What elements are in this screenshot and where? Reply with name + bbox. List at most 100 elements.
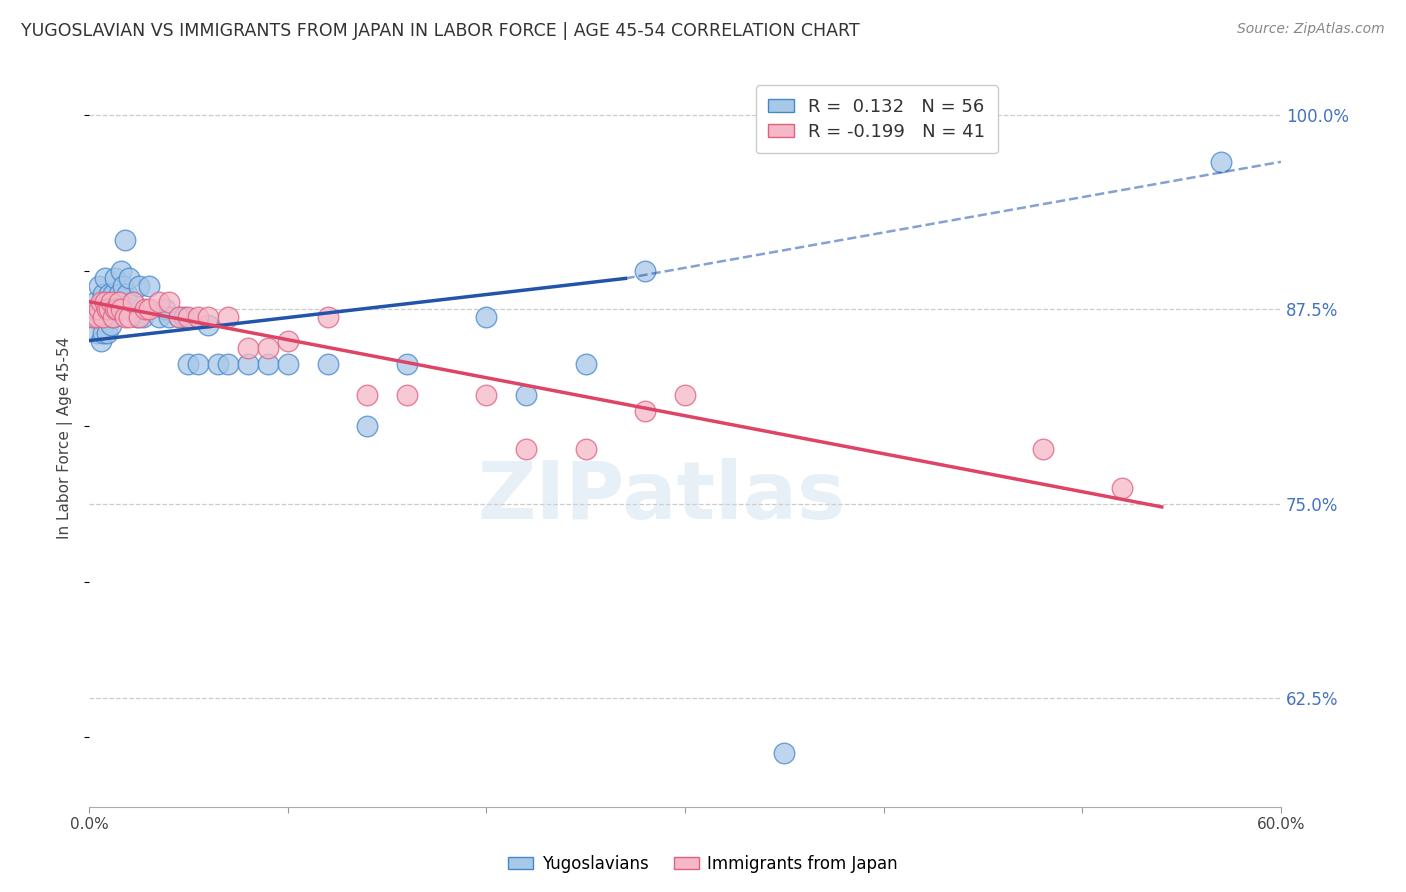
- Point: [105, 302, 128, 317]
- Point: [96, 326, 118, 340]
- Point: [82, 310, 104, 325]
- Point: [187, 357, 209, 371]
- Point: [673, 388, 696, 402]
- Point: [634, 403, 657, 417]
- Point: [110, 302, 132, 317]
- Point: [475, 388, 498, 402]
- Point: [94, 271, 117, 285]
- Point: [187, 310, 209, 325]
- Point: [86, 326, 108, 340]
- Point: [98, 302, 121, 317]
- Point: [104, 302, 127, 317]
- Point: [236, 342, 259, 356]
- Point: [1211, 154, 1233, 169]
- Point: [356, 419, 378, 434]
- Point: [114, 310, 136, 325]
- Point: [575, 442, 598, 457]
- Point: [128, 310, 150, 325]
- Point: [87, 302, 110, 317]
- Point: [91, 326, 114, 340]
- Point: [207, 357, 229, 371]
- Text: YUGOSLAVIAN VS IMMIGRANTS FROM JAPAN IN LABOR FORCE | AGE 45-54 CORRELATION CHAR: YUGOSLAVIAN VS IMMIGRANTS FROM JAPAN IN …: [21, 22, 859, 40]
- Legend: Yugoslavians, Immigrants from Japan: Yugoslavians, Immigrants from Japan: [502, 848, 904, 880]
- Point: [125, 310, 148, 325]
- Point: [100, 294, 122, 309]
- Point: [101, 310, 124, 325]
- Point: [395, 388, 418, 402]
- Point: [101, 310, 124, 325]
- Point: [773, 746, 796, 760]
- Point: [1032, 442, 1054, 457]
- Point: [575, 357, 598, 371]
- Point: [148, 310, 170, 325]
- Point: [96, 302, 118, 317]
- Point: [148, 294, 170, 309]
- Point: [128, 279, 150, 293]
- Point: [114, 233, 136, 247]
- Point: [108, 287, 131, 301]
- Point: [118, 271, 141, 285]
- Point: [157, 294, 180, 309]
- Text: ZIPatlas: ZIPatlas: [477, 458, 845, 536]
- Point: [277, 334, 299, 348]
- Point: [101, 287, 124, 301]
- Point: [98, 287, 121, 301]
- Point: [316, 310, 339, 325]
- Point: [257, 342, 280, 356]
- Point: [115, 287, 138, 301]
- Point: [217, 357, 239, 371]
- Point: [82, 310, 104, 325]
- Point: [90, 334, 112, 348]
- Point: [217, 310, 239, 325]
- Y-axis label: In Labor Force | Age 45-54: In Labor Force | Age 45-54: [58, 336, 73, 539]
- Point: [94, 294, 117, 309]
- Point: [87, 279, 110, 293]
- Point: [515, 388, 537, 402]
- Point: [108, 302, 131, 317]
- Point: [197, 310, 219, 325]
- Point: [104, 302, 127, 317]
- Point: [121, 294, 143, 309]
- Text: Source: ZipAtlas.com: Source: ZipAtlas.com: [1237, 22, 1385, 37]
- Point: [1111, 481, 1133, 495]
- Point: [98, 310, 121, 325]
- Point: [90, 310, 112, 325]
- Point: [197, 318, 219, 332]
- Point: [634, 263, 657, 277]
- Point: [177, 310, 200, 325]
- Point: [257, 357, 280, 371]
- Point: [132, 310, 155, 325]
- Point: [90, 294, 112, 309]
- Point: [86, 310, 108, 325]
- Point: [134, 302, 156, 317]
- Point: [84, 294, 107, 309]
- Point: [94, 294, 117, 309]
- Point: [100, 318, 122, 332]
- Point: [356, 388, 378, 402]
- Point: [475, 310, 498, 325]
- Point: [91, 310, 114, 325]
- Point: [316, 357, 339, 371]
- Point: [100, 294, 122, 309]
- Point: [153, 302, 176, 317]
- Point: [177, 357, 200, 371]
- Point: [121, 294, 143, 309]
- Point: [91, 287, 114, 301]
- Point: [84, 302, 107, 317]
- Point: [118, 310, 141, 325]
- Point: [167, 310, 190, 325]
- Point: [395, 357, 418, 371]
- Point: [515, 442, 537, 457]
- Point: [173, 310, 195, 325]
- Point: [105, 294, 128, 309]
- Point: [236, 357, 259, 371]
- Point: [277, 357, 299, 371]
- Point: [138, 279, 160, 293]
- Legend: R =  0.132   N = 56, R = -0.199   N = 41: R = 0.132 N = 56, R = -0.199 N = 41: [756, 85, 998, 153]
- Point: [111, 279, 134, 293]
- Point: [138, 302, 160, 317]
- Point: [104, 271, 127, 285]
- Point: [96, 302, 118, 317]
- Point: [87, 302, 110, 317]
- Point: [157, 310, 180, 325]
